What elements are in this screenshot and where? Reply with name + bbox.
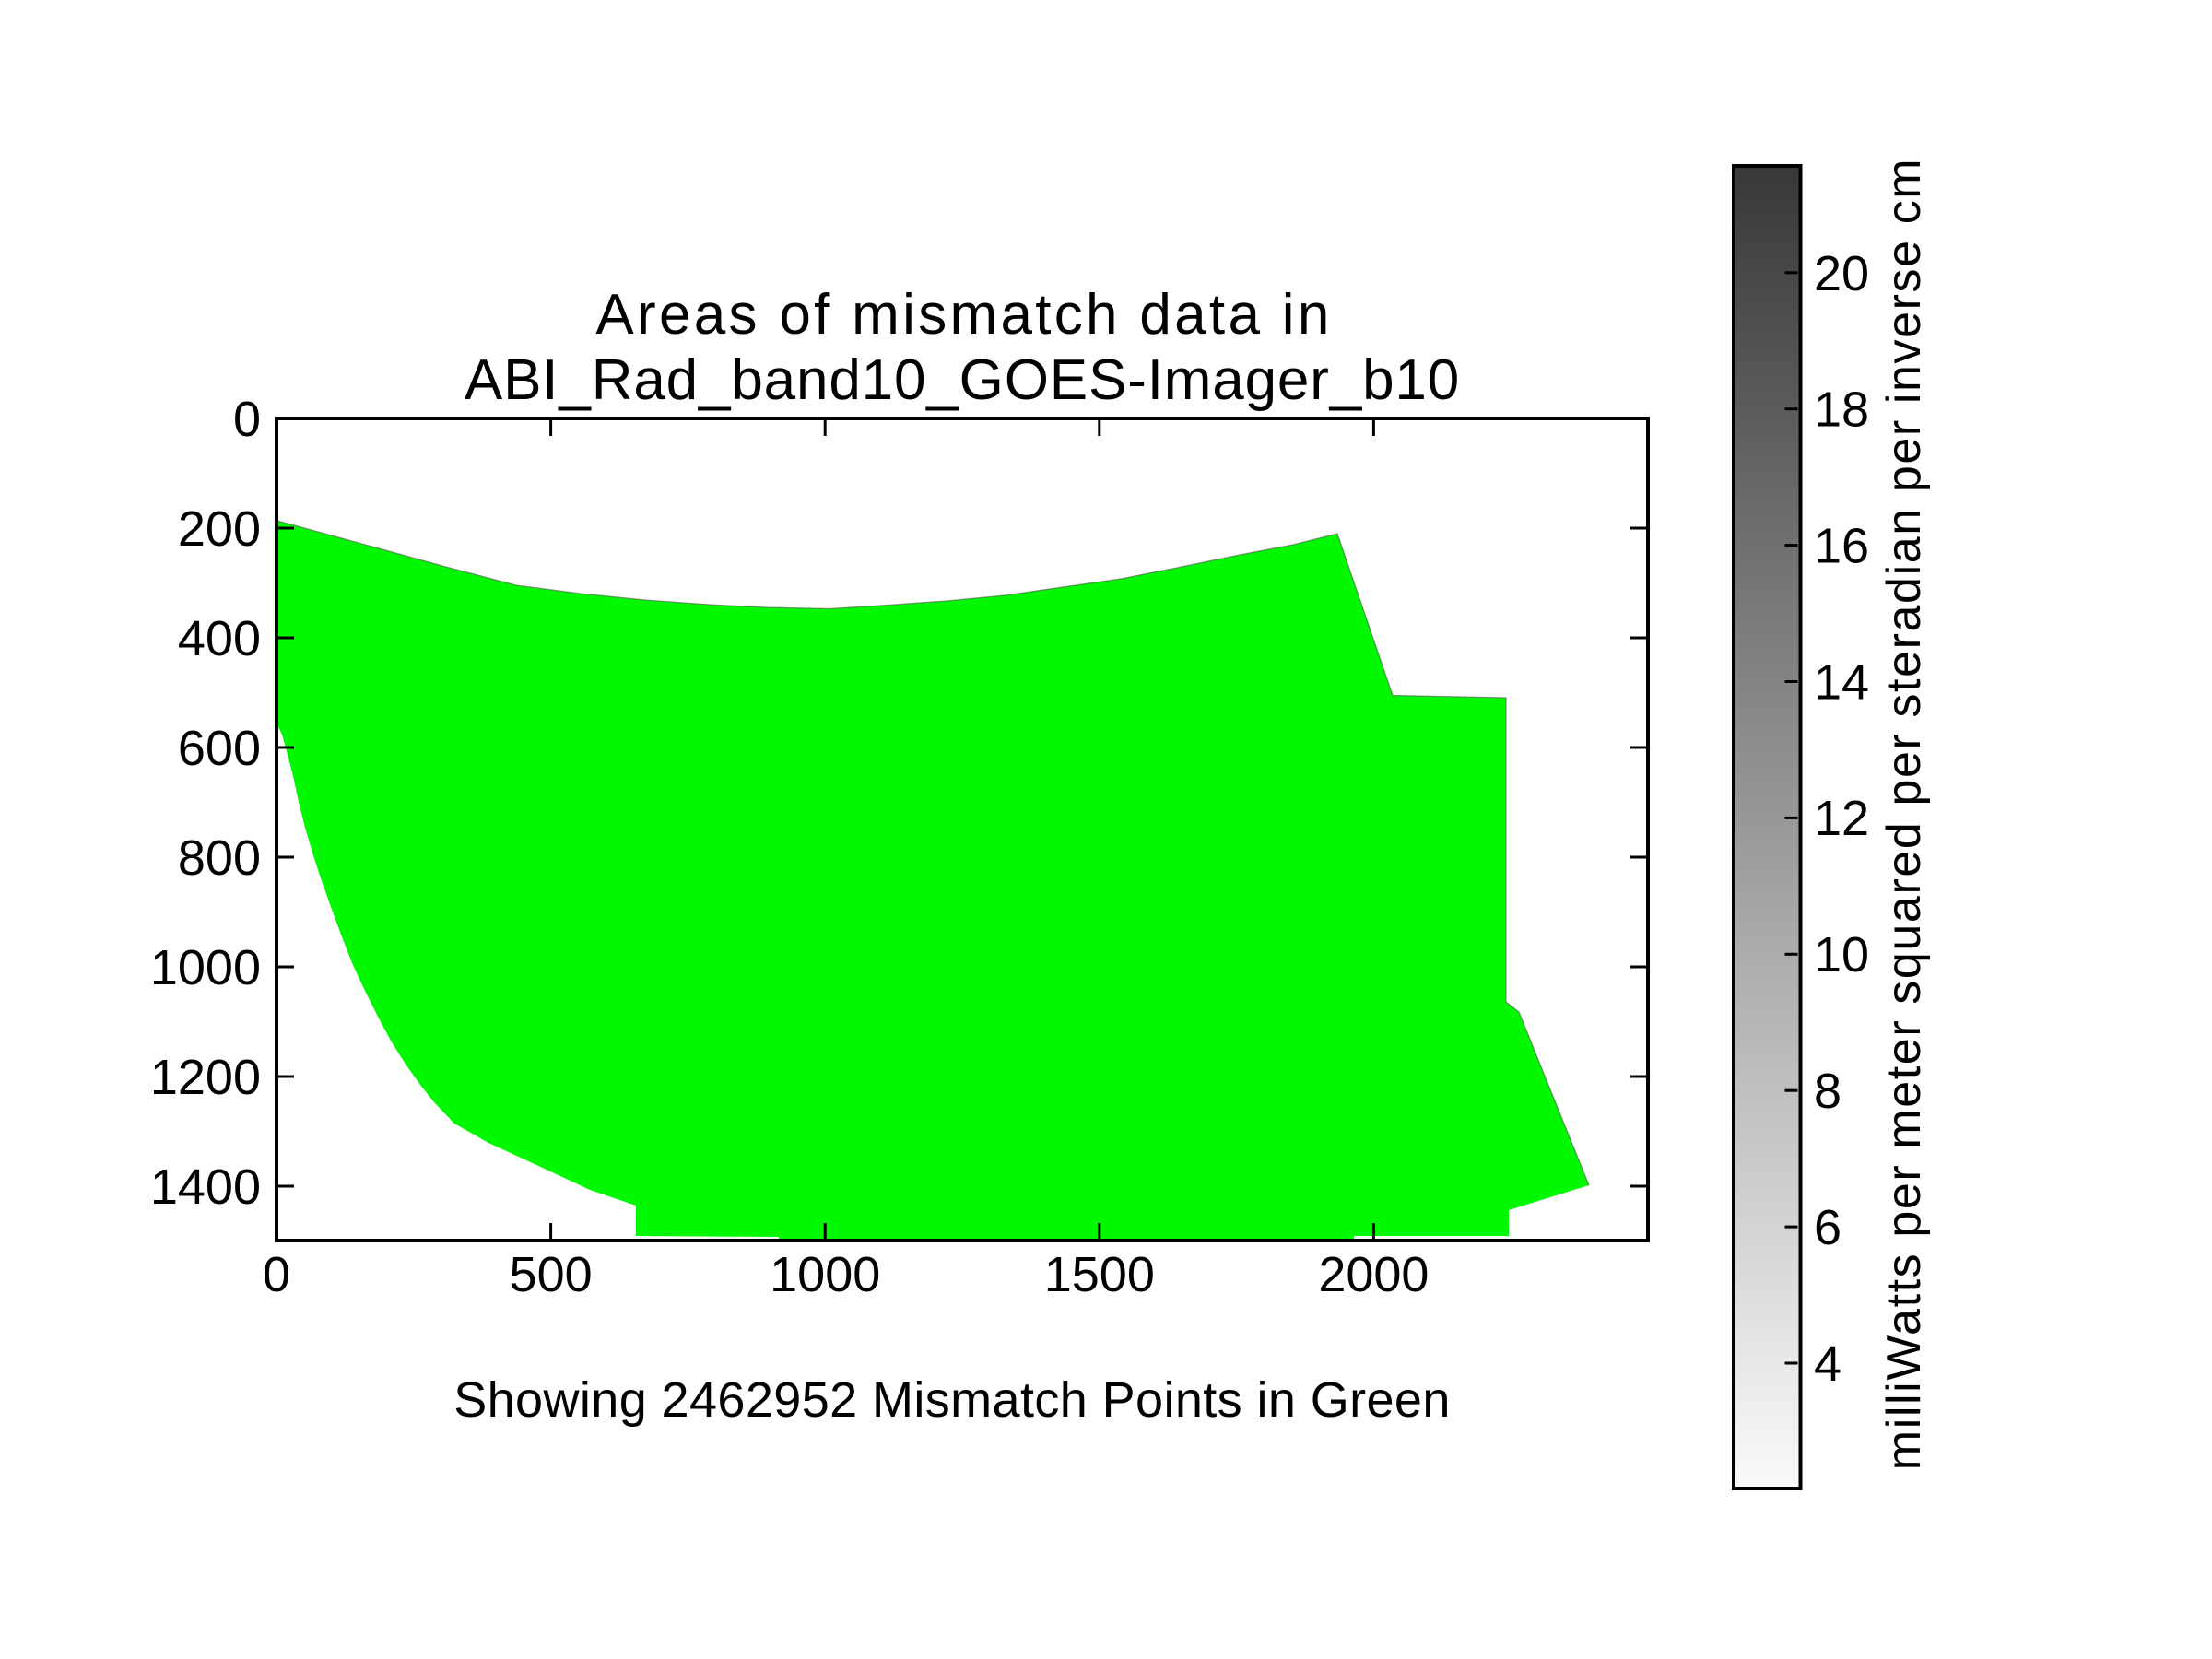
svg-text:500: 500 bbox=[510, 1247, 593, 1302]
svg-text:400: 400 bbox=[178, 611, 261, 666]
svg-text:2000: 2000 bbox=[1318, 1247, 1429, 1302]
svg-text:1400: 1400 bbox=[150, 1159, 261, 1215]
svg-text:20: 20 bbox=[1814, 246, 1869, 301]
svg-text:16: 16 bbox=[1814, 519, 1869, 574]
svg-text:Showing 2462952 Mismatch Point: Showing 2462952 Mismatch Points in Green bbox=[453, 1372, 1451, 1428]
svg-text:Areas of mismatch data in: Areas of mismatch data in bbox=[595, 283, 1332, 347]
svg-text:600: 600 bbox=[178, 721, 261, 776]
svg-text:18: 18 bbox=[1814, 382, 1869, 438]
svg-text:1200: 1200 bbox=[150, 1050, 261, 1105]
svg-text:4: 4 bbox=[1814, 1336, 1841, 1392]
svg-text:14: 14 bbox=[1814, 655, 1869, 711]
svg-text:0: 0 bbox=[233, 392, 261, 447]
svg-text:8: 8 bbox=[1814, 1064, 1841, 1119]
svg-text:1000: 1000 bbox=[770, 1247, 880, 1302]
svg-text:milliWatts per meter squared p: milliWatts per meter squared per steradi… bbox=[1877, 158, 1931, 1470]
svg-text:800: 800 bbox=[178, 830, 261, 886]
svg-text:10: 10 bbox=[1814, 927, 1869, 982]
svg-text:1000: 1000 bbox=[150, 940, 261, 995]
svg-text:200: 200 bbox=[178, 501, 261, 557]
svg-text:1500: 1500 bbox=[1044, 1247, 1155, 1302]
svg-text:12: 12 bbox=[1814, 791, 1869, 846]
svg-text:ABI_Rad_band10_GOES-Imager_b10: ABI_Rad_band10_GOES-Imager_b10 bbox=[465, 348, 1460, 412]
svg-text:6: 6 bbox=[1814, 1200, 1841, 1255]
svg-text:0: 0 bbox=[263, 1247, 290, 1302]
